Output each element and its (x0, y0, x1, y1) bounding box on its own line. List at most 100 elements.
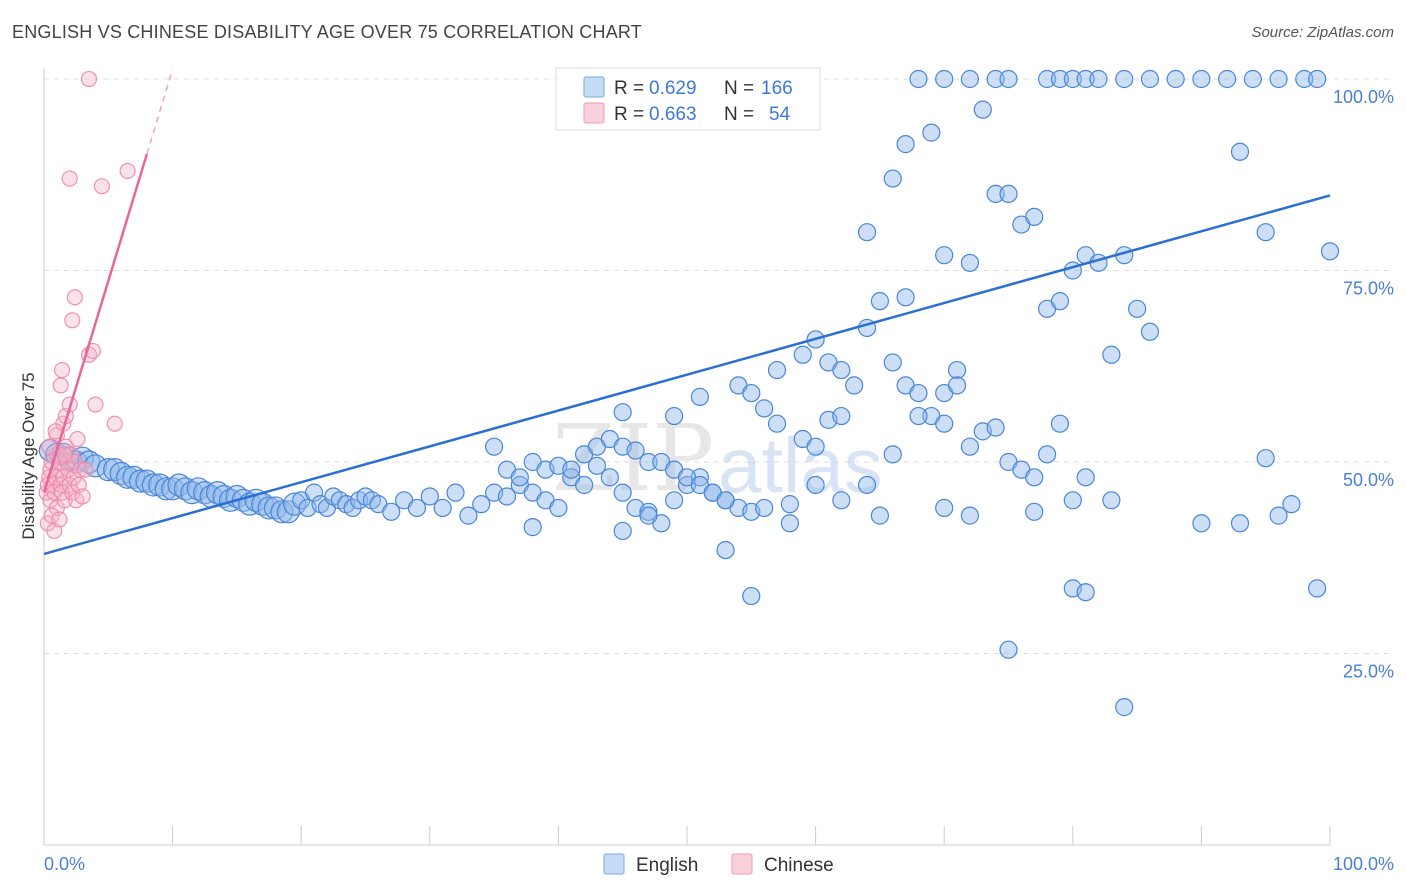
english-point (472, 495, 491, 514)
english-point (806, 475, 825, 495)
legend-top-chinese-n-value: 54 (769, 104, 791, 125)
english-point (1102, 491, 1121, 510)
english-point (1050, 292, 1070, 311)
chinese-point (87, 396, 104, 413)
english-point (767, 414, 787, 433)
english-point (1140, 322, 1160, 341)
english-point (128, 469, 153, 493)
english-point (1269, 506, 1288, 525)
english-point (1320, 242, 1340, 261)
english-point (600, 468, 619, 487)
english-point (83, 454, 108, 478)
english-point (857, 223, 877, 242)
english-point (1063, 491, 1082, 510)
chinese-point (77, 461, 94, 478)
english-point (742, 383, 761, 403)
english-point (613, 403, 632, 422)
english-point (973, 100, 992, 119)
english-trend-line (43, 194, 1331, 556)
english-point (639, 506, 658, 525)
english-point (896, 135, 915, 154)
english-point (909, 383, 928, 403)
english-point (1218, 69, 1237, 89)
english-point (587, 456, 607, 475)
legend-top-chinese-r-label: R = (614, 104, 644, 125)
english-point (173, 477, 198, 501)
chinese-point (66, 289, 83, 306)
english-point (1282, 495, 1301, 514)
english-point (1308, 69, 1327, 89)
y-tick-label: 75.0% (1343, 279, 1394, 299)
english-point (186, 477, 210, 501)
english-point (420, 487, 439, 506)
english-point (947, 376, 967, 395)
english-point (845, 376, 864, 395)
english-point (935, 414, 954, 433)
english-point (1256, 223, 1275, 242)
english-point (1256, 449, 1275, 468)
english-point (960, 69, 980, 89)
english-point (283, 492, 307, 516)
legend-top-chinese-swatch (583, 102, 605, 124)
chinese-point (80, 70, 98, 88)
watermark-atlas: atlas (718, 421, 883, 509)
english-point (141, 473, 165, 497)
english-point (986, 184, 1005, 203)
english-point (382, 502, 401, 521)
english-point (276, 500, 300, 524)
english-point (755, 399, 774, 418)
english-point (716, 491, 735, 510)
english-point (1089, 69, 1108, 89)
english-point (1050, 69, 1070, 89)
legend-chinese-swatch (731, 853, 753, 875)
english-point (832, 360, 851, 380)
english-point (716, 540, 735, 560)
chart-title: ENGLISH VS CHINESE DISABILITY AGE OVER 7… (12, 22, 642, 42)
english-point (1025, 502, 1044, 521)
legend-top-english-r-label: R = (614, 78, 644, 99)
english-point (960, 437, 980, 456)
english-point (935, 246, 954, 265)
english-point (986, 418, 1005, 437)
chinese-point (43, 507, 60, 524)
x-tick-label-max: 100.0% (1333, 854, 1394, 874)
english-point (986, 69, 1005, 89)
english-point (883, 169, 902, 188)
legend-top-chinese-r-value: 0.663 (649, 104, 697, 125)
english-point (626, 441, 645, 460)
english-point (154, 477, 178, 501)
english-point (485, 437, 504, 456)
chinese-trend-extension (146, 69, 174, 155)
english-point (690, 468, 709, 487)
english-point (613, 521, 632, 541)
legend-top-english-n-label: N = (724, 78, 754, 99)
english-point (263, 496, 288, 520)
x-ticks (43, 826, 1331, 845)
grid-lines (44, 78, 1394, 654)
english-point (857, 475, 877, 495)
y-tick-label: 100.0% (1333, 87, 1394, 107)
english-point (999, 184, 1018, 203)
chinese-point (62, 446, 80, 463)
chinese-points (38, 70, 136, 539)
y-tick-label: 25.0% (1343, 662, 1394, 682)
english-points (38, 69, 1340, 717)
english-point (755, 498, 774, 518)
english-point (446, 483, 465, 502)
chinese-point (53, 362, 71, 379)
english-point (935, 498, 954, 518)
legend-english-swatch (603, 853, 625, 875)
english-point (947, 360, 967, 380)
chinese-point (119, 162, 136, 179)
english-point (870, 292, 890, 311)
english-point (832, 406, 851, 426)
english-point (1076, 583, 1095, 602)
legend-top: R = 0.629 N = 166 R = 0.663 N = 54 (555, 67, 821, 131)
chinese-point (61, 170, 78, 187)
english-point (639, 502, 658, 521)
english-point (870, 506, 890, 525)
english-point (1166, 69, 1185, 89)
english-point (549, 498, 568, 518)
chart-source: Source: ZipAtlas.com (1251, 24, 1394, 41)
english-point (1050, 414, 1070, 433)
